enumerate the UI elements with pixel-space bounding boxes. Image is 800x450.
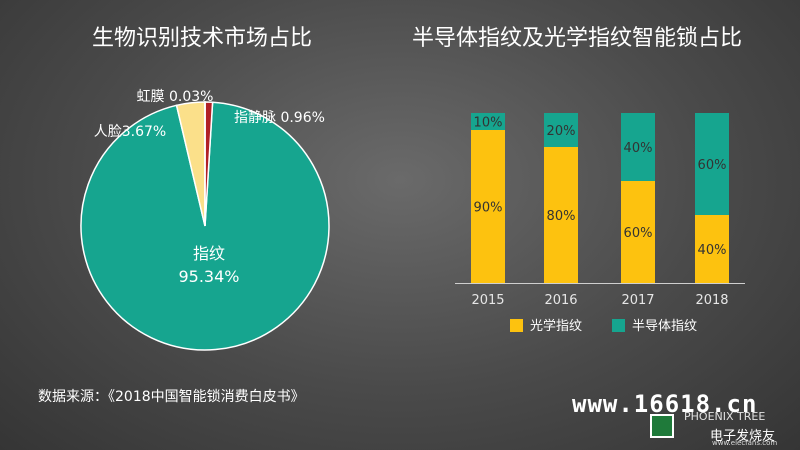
bar-label-optical-2015: 90%: [474, 201, 503, 216]
pie-label-face: 人脸3.67%: [94, 124, 166, 140]
pie-label-fingerprint-name: 指纹: [193, 244, 225, 263]
bar-tick-2015: 2015: [471, 293, 504, 308]
bar-semiconductor-2015: [471, 113, 505, 130]
bar-chart-title: 半导体指纹及光学指纹智能锁占比: [412, 26, 743, 51]
bar-semiconductor-2017: [621, 113, 655, 181]
bar-tick-2017: 2017: [621, 293, 654, 308]
logo-mark-icon: [650, 414, 674, 438]
logo-phoenix-text: PHOENIX TREE: [684, 410, 766, 423]
pie-slice-fingerprint: [80, 101, 330, 351]
watermark-logo: PHOENIX TREE 电子发烧友 www.elecfans.com: [650, 410, 790, 447]
bar-tick-2018: 2018: [695, 293, 728, 308]
bar-label-optical-2018: 40%: [698, 243, 727, 258]
pie-chart-title: 生物识别技术市场占比: [92, 26, 313, 51]
legend-label-optical: 光学指纹: [530, 318, 582, 334]
legend-label-semiconductor: 半导体指纹: [632, 319, 697, 334]
bar-optical-2015: [471, 130, 505, 283]
data-source-note: 数据来源：《2018中国智能锁消费白皮书》: [38, 389, 305, 405]
pie-label-finger-vein: 指静脉 0.96%: [234, 110, 325, 126]
bar-semiconductor-2018: [695, 113, 729, 215]
bar-optical-2016: [544, 147, 578, 283]
bar-label-semiconductor-2016: 20%: [547, 124, 576, 139]
legend-swatch-semiconductor: [612, 319, 625, 332]
bar-label-semiconductor-2018: 60%: [698, 158, 727, 173]
logo-elecfans-en: www.elecfans.com: [712, 439, 778, 447]
bar-optical-2018: [695, 215, 729, 283]
pie-label-fingerprint-value: 95.34%: [178, 267, 239, 286]
bar-label-semiconductor-2015: 10%: [474, 116, 503, 131]
logo-elecfans-cn: 电子发烧友: [710, 429, 776, 444]
bar-semiconductor-2016: [544, 113, 578, 147]
bar-optical-2017: [621, 181, 655, 283]
bar-label-optical-2016: 80%: [547, 209, 576, 224]
legend-swatch-optical: [510, 319, 523, 332]
watermark-url: www.16618.cn: [572, 390, 758, 418]
bar-tick-2016: 2016: [544, 293, 577, 308]
bar-label-optical-2017: 60%: [624, 226, 653, 241]
pie-label-iris: 虹膜 0.03%: [137, 89, 214, 105]
bar-label-semiconductor-2017: 40%: [624, 141, 653, 156]
